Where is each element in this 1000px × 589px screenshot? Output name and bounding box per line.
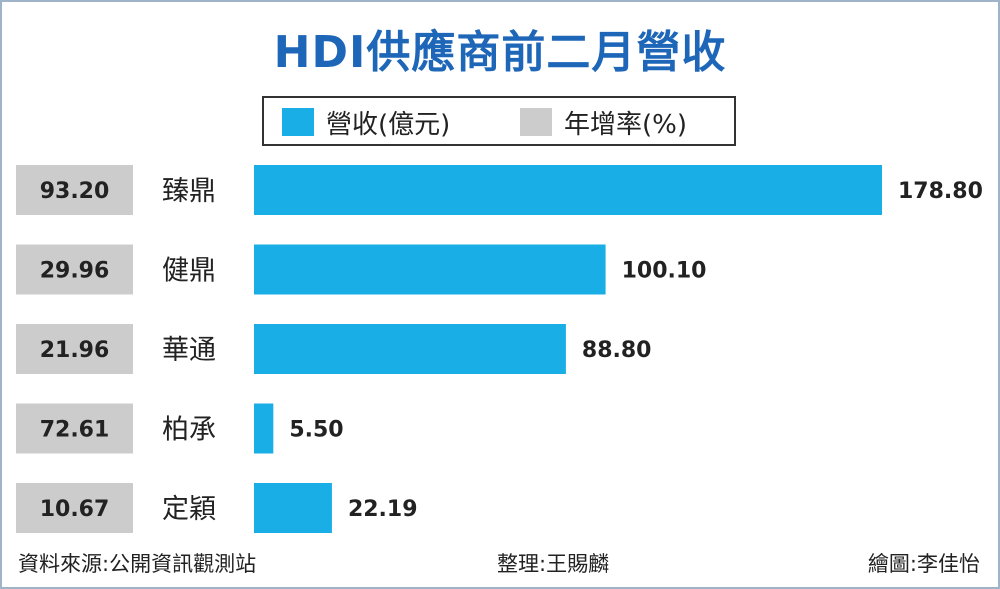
growth-box: [16, 244, 133, 295]
category-label: 華通: [162, 335, 216, 366]
revenue-value: 22.19: [348, 497, 418, 522]
legend-item-revenue: 營收(億元): [282, 107, 450, 140]
growth-box: [16, 165, 133, 215]
editor-credit: 整理:王賜麟: [497, 552, 610, 576]
source-note: 資料來源:公開資訊觀測站: [18, 552, 257, 576]
revenue-value: 5.50: [289, 418, 343, 443]
legend-label-revenue: 營收(億元): [326, 109, 451, 140]
category-label: 健鼎: [162, 256, 216, 287]
legend-swatch-revenue: [282, 108, 314, 136]
legend: 營收(億元) 年增率(%): [262, 96, 736, 146]
revenue-bar: [254, 165, 882, 215]
growth-value: 10.67: [40, 497, 110, 522]
revenue-bar: [254, 483, 332, 533]
revenue-value: 100.10: [622, 259, 707, 284]
growth-value: 21.96: [40, 338, 110, 363]
revenue-bar: [254, 403, 274, 454]
chart-title: HDI供應商前二月營收: [273, 27, 727, 78]
legend-label-growth: 年增率(%): [564, 109, 687, 140]
legend-swatch-growth: [520, 108, 552, 136]
growth-box: [16, 403, 133, 454]
growth-box: [16, 324, 133, 374]
category-label: 臻鼎: [162, 176, 216, 207]
legend-item-growth: 年增率(%): [520, 107, 687, 140]
revenue-value: 88.80: [582, 338, 652, 363]
growth-value: 29.96: [40, 259, 110, 284]
revenue-value: 178.80: [898, 179, 983, 204]
category-label: 定穎: [162, 494, 216, 525]
revenue-bar: [254, 244, 606, 295]
growth-value: 72.61: [40, 418, 110, 443]
revenue-bar: [254, 324, 566, 374]
artist-credit: 繪圖:李佳怡: [867, 552, 980, 576]
category-label: 柏承: [162, 415, 216, 446]
growth-value: 93.20: [40, 179, 110, 204]
growth-box: [16, 483, 133, 533]
